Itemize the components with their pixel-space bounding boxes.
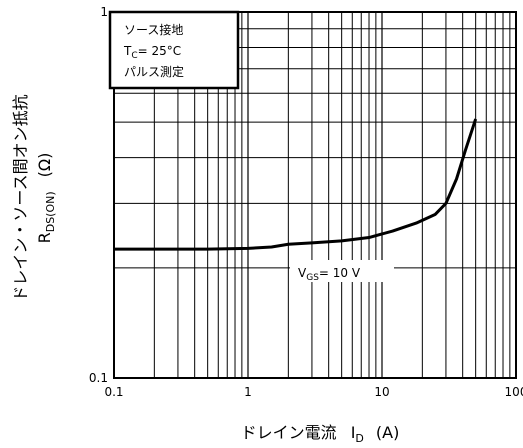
- legend-box-frame: [108, 10, 240, 90]
- x-axis-title-main: ドレイン電流: [241, 423, 337, 442]
- legend-temp-value: = 25°C: [138, 44, 182, 58]
- x-tick-label: 10: [374, 385, 389, 399]
- series-label-value: = 10 V: [319, 266, 361, 280]
- legend-temp-symbol: T: [123, 44, 132, 58]
- x-tick-label: 1: [244, 385, 252, 399]
- legend-line-3: パルス測定: [124, 64, 184, 79]
- legend-line-2: TC= 25°C: [123, 44, 181, 61]
- y-axis-title-symbol: R: [35, 232, 54, 243]
- x-axis-title-unit: (A): [376, 423, 399, 442]
- series-label-subscript: GS: [306, 273, 319, 283]
- x-tick-label: 0.1: [104, 385, 123, 399]
- legend-box: ソース接地 TC= 25°C パルス測定: [108, 10, 240, 90]
- x-tick-label: 100: [505, 385, 523, 399]
- y-axis-title-unit: (Ω): [35, 153, 54, 178]
- y-axis-title: ドレイン・ソース間オン抵抗 RDS(ON) (Ω): [11, 94, 57, 301]
- plot-frame: [113, 11, 517, 379]
- series-line-0: [114, 118, 478, 251]
- x-axis-title: ドレイン電流 ID (A): [241, 423, 400, 445]
- x-axis-title-subscript: D: [355, 432, 363, 445]
- y-tick-label: 0.1: [89, 371, 108, 385]
- series-label-background: [290, 260, 394, 282]
- x-tick-labels: 0.1 1 10 100: [104, 385, 523, 399]
- series-label-symbol: V: [298, 266, 307, 280]
- plot-border: [113, 11, 517, 379]
- legend-temp-subscript: C: [131, 51, 137, 61]
- y-tick-labels: 0.11: [89, 5, 108, 385]
- legend-line-1: ソース接地: [124, 22, 183, 37]
- y-axis-title-line-1: ドレイン・ソース間オン抵抗: [11, 94, 30, 301]
- y-tick-label: 1: [100, 5, 108, 19]
- series-label-text: VGS= 10 V: [298, 266, 361, 283]
- series-layer: [114, 118, 478, 251]
- x-axis-title-symbol: I: [351, 423, 356, 442]
- y-axis-title-subscript: DS(ON): [44, 191, 57, 232]
- series-label: VGS= 10 V: [290, 260, 394, 283]
- y-axis-title-line-2: RDS(ON) (Ω): [35, 153, 57, 244]
